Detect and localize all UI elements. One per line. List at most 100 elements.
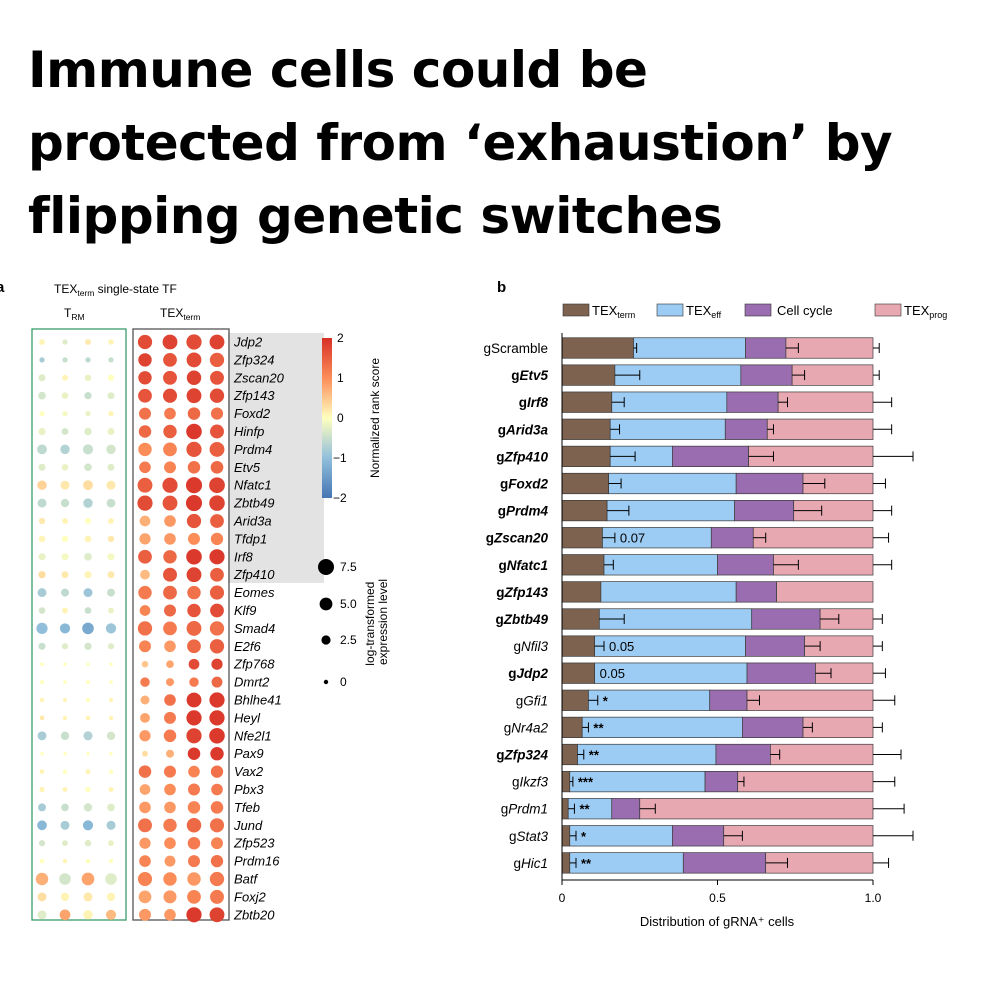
bar-segment: [746, 689, 874, 711]
heatmap-dot: [166, 678, 174, 687]
bar-segment: [802, 716, 874, 739]
colorbar-title: Normalized rank score: [368, 358, 382, 478]
colorbar-tick-label: 0: [337, 411, 344, 425]
bar-category-label: gIkzf3: [512, 775, 549, 790]
heatmap-dot: [164, 909, 176, 921]
heatmap-dot: [38, 517, 46, 525]
heatmap-dot: [84, 517, 92, 525]
heatmap-dot: [39, 786, 45, 793]
bar-segment: [603, 554, 718, 576]
heatmap-row-label: Zbtb20: [233, 907, 275, 922]
heatmap-dot: [137, 495, 153, 511]
heatmap-dot: [83, 892, 93, 902]
heatmap-dot: [60, 498, 70, 508]
heatmap-dot: [108, 607, 114, 614]
bar-segment: [709, 689, 748, 711]
heatmap-dot: [162, 388, 178, 403]
heatmap-dot: [85, 769, 91, 775]
significance-label: 0.07: [620, 531, 645, 546]
heatmap-dot: [141, 660, 149, 668]
heatmap-dot: [61, 392, 69, 399]
heatmap-dot: [109, 680, 113, 684]
size-legend-dot: [323, 679, 329, 685]
bar-category-label: gArid3a: [498, 422, 549, 437]
heatmap-dot: [85, 357, 91, 363]
heatmap-dot: [163, 424, 177, 439]
bar-segment: [745, 635, 805, 657]
heatmap-dot: [186, 620, 202, 636]
heatmap-dot: [109, 662, 113, 666]
heatmap-dot: [82, 622, 94, 635]
bar-segment: [726, 391, 779, 413]
legend-swatch-texprog: [874, 303, 902, 317]
heatmap-dot: [38, 803, 46, 812]
heatmap-dot: [108, 697, 114, 703]
heatmap-row-label: Tfdp1: [234, 531, 267, 546]
heatmap-dot: [138, 353, 152, 367]
bar-category-label: gStat3: [509, 829, 549, 844]
bar-segment: [581, 716, 743, 739]
heatmap-dot: [187, 747, 201, 760]
heatmap-row-label: Pax9: [234, 746, 264, 761]
bar-segment: [561, 364, 616, 386]
colorbar: [322, 338, 332, 498]
heatmap-dot: [83, 480, 93, 491]
heatmap-dot: [163, 550, 177, 564]
bar-segment: [735, 472, 804, 495]
bar-category-label: gZfp143: [496, 585, 548, 600]
heatmap-dot: [139, 533, 151, 545]
bar-segment: [561, 418, 611, 440]
heatmap-dot: [186, 513, 202, 529]
heatmap-dot: [163, 442, 177, 457]
heatmap-dot: [186, 334, 202, 350]
heatmap-dot: [137, 871, 153, 887]
size-legend-title: log-transformed expression level: [363, 578, 390, 665]
heatmap-dot: [105, 873, 117, 885]
heatmap-dot: [188, 658, 200, 670]
bar-segment: [611, 798, 641, 820]
bar-category-label: gZfp324: [496, 748, 548, 763]
headline-line-3: flipping genetic switches: [28, 187, 723, 245]
heatmap-dot: [138, 890, 152, 904]
colorbar-tick-label: −1: [333, 451, 347, 465]
heatmap-dot: [38, 642, 46, 650]
heatmap-dot: [186, 388, 202, 404]
heatmap-dot: [138, 818, 152, 833]
bar-category-label: gZscan20: [486, 531, 549, 546]
heatmap-dot: [37, 588, 47, 598]
heatmap-dot: [166, 749, 174, 758]
heatmap-row-label: Klf9: [234, 603, 256, 618]
heatmap-dot: [209, 728, 225, 744]
bar-segment: [561, 716, 583, 739]
bar-segment: [752, 527, 874, 549]
bar-segment: [724, 418, 768, 440]
heatmap-dot: [140, 695, 150, 705]
heatmap-dot: [163, 621, 177, 636]
heatmap-dot: [107, 463, 115, 471]
heatmap-dot: [186, 423, 202, 440]
bar-segment: [561, 472, 610, 495]
heatmap-dot: [37, 892, 47, 902]
heatmap-dot: [162, 495, 178, 511]
heatmap-row-label: Batf: [234, 872, 259, 887]
heatmap-dot: [60, 892, 70, 902]
heatmap-dot: [186, 370, 202, 386]
heatmap-dot: [83, 910, 93, 920]
heatmap-dot: [39, 858, 45, 864]
heatmap-dot: [62, 697, 68, 703]
heatmap-dot: [188, 855, 200, 868]
size-legend-dot: [319, 597, 333, 611]
heatmap-dot: [59, 873, 71, 885]
bar-segment: [740, 364, 793, 386]
heatmap-dot: [163, 890, 177, 904]
heatmap-row-label: Zfp523: [233, 836, 275, 851]
heatmap-dot: [187, 836, 201, 850]
bar-segment: [710, 527, 754, 549]
bar-category-label: gNr4a2: [504, 720, 549, 735]
bar-segment: [704, 770, 739, 793]
heatmap-dot: [60, 731, 70, 740]
heatmap-dot: [62, 518, 68, 524]
legend-label-texeff: TEXeff: [686, 303, 722, 320]
heatmap-dot: [61, 428, 69, 435]
bar-segment: [737, 770, 874, 793]
